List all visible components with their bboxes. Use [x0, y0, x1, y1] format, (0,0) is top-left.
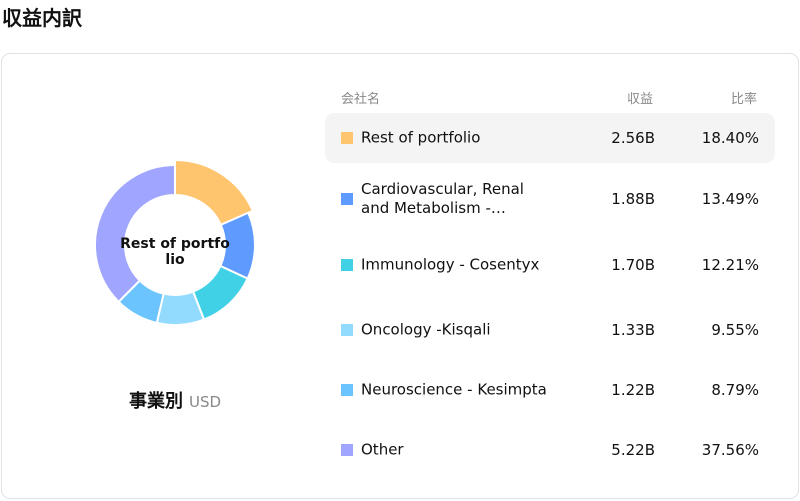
row-revenue: 1.22B — [611, 381, 655, 399]
donut-slice[interactable] — [174, 158, 255, 227]
row-ratio: 12.21% — [701, 256, 759, 274]
row-revenue: 1.70B — [611, 256, 655, 274]
row-ratio: 37.56% — [701, 441, 759, 459]
caption-unit: USD — [188, 393, 222, 411]
header-ratio: 比率 — [731, 92, 758, 107]
table-row[interactable]: Neuroscience - Kesimpta 1.22B 8.79% — [325, 365, 775, 415]
table-row[interactable]: Immunology - Cosentyx 1.70B 12.21% — [325, 240, 775, 290]
row-revenue: 1.88B — [611, 190, 655, 208]
row-revenue: 2.56B — [611, 129, 655, 147]
row-revenue: 5.22B — [611, 441, 655, 459]
caption-main: 事業別 — [128, 391, 183, 412]
legend-swatch — [341, 324, 353, 336]
donut-center-label: Rest of portfolio — [120, 236, 230, 268]
legend-swatch — [341, 132, 353, 144]
row-ratio: 8.79% — [711, 381, 759, 399]
table-row[interactable]: Cardiovascular, Renal and Metabolism -… … — [325, 174, 775, 224]
page-title: 収益内訳 — [2, 6, 82, 30]
table-row[interactable]: Rest of portfolio 2.56B 18.40% — [325, 113, 775, 163]
chart-caption: 事業別 USD — [0, 387, 350, 413]
row-name: Other — [361, 440, 404, 459]
row-ratio: 9.55% — [711, 321, 759, 339]
row-name: Neuroscience - Kesimpta — [361, 380, 547, 399]
row-name: Cardiovascular, Renal and Metabolism -… — [361, 180, 524, 217]
revenue-breakdown-card — [1, 53, 799, 499]
row-revenue: 1.33B — [611, 321, 655, 339]
row-name: Immunology - Cosentyx — [361, 255, 540, 274]
legend-swatch — [341, 444, 353, 456]
header-revenue: 収益 — [627, 92, 654, 107]
legend-swatch — [341, 259, 353, 271]
header-name: 会社名 — [341, 92, 381, 107]
row-name: Rest of portfolio — [361, 128, 481, 147]
legend-swatch — [341, 384, 353, 396]
row-name: Oncology -Kisqali — [361, 320, 491, 339]
row-ratio: 18.40% — [701, 129, 759, 147]
legend-swatch — [341, 193, 353, 205]
row-ratio: 13.49% — [701, 190, 759, 208]
table-row[interactable]: Oncology -Kisqali 1.33B 9.55% — [325, 305, 775, 355]
table-row[interactable]: Other 5.22B 37.56% — [325, 425, 775, 475]
donut-slice[interactable] — [94, 163, 176, 304]
donut-chart — [94, 158, 256, 326]
